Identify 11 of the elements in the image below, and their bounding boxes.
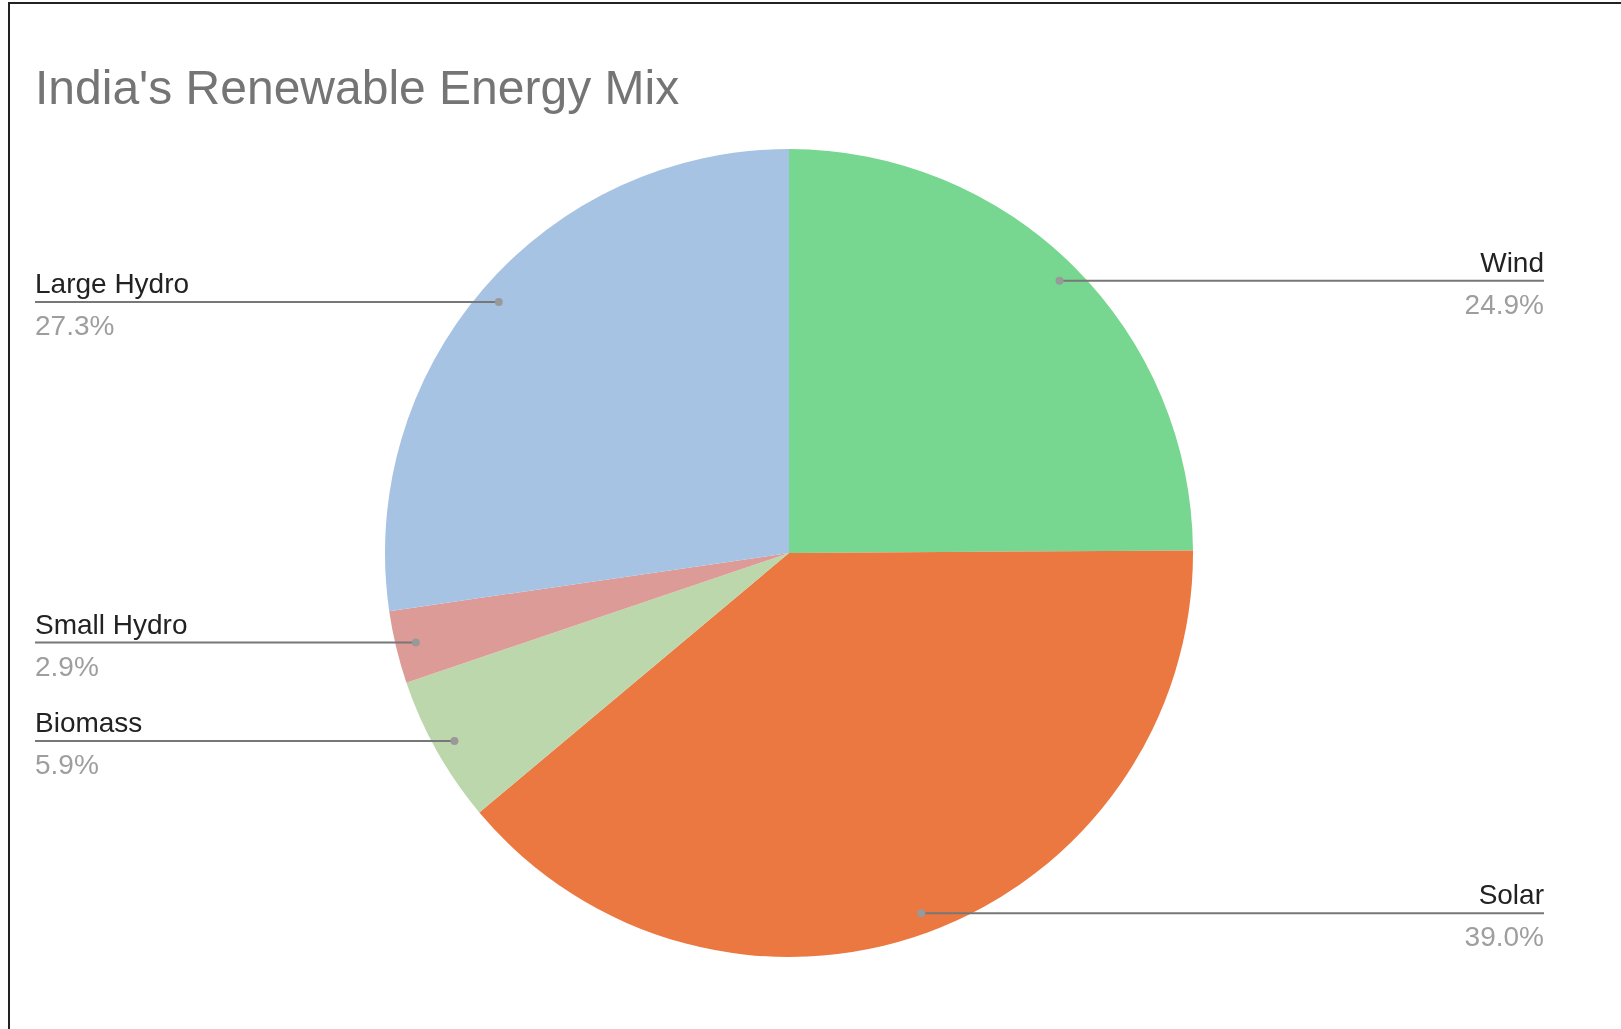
data-label: 2.9% xyxy=(35,650,99,682)
data-label: 5.9% xyxy=(35,749,99,781)
slice-label: Wind xyxy=(1480,246,1544,278)
data-label: 24.9% xyxy=(1464,288,1544,320)
chart-title: India's Renewable Energy Mix xyxy=(35,61,680,114)
slice-label: Biomass xyxy=(35,707,143,739)
slice-label: Small Hydro xyxy=(35,608,188,640)
data-label: 27.3% xyxy=(35,309,115,341)
slice-label: Large Hydro xyxy=(35,267,190,299)
slice-label: Solar xyxy=(1478,879,1544,911)
data-label: 39.0% xyxy=(1464,921,1544,953)
